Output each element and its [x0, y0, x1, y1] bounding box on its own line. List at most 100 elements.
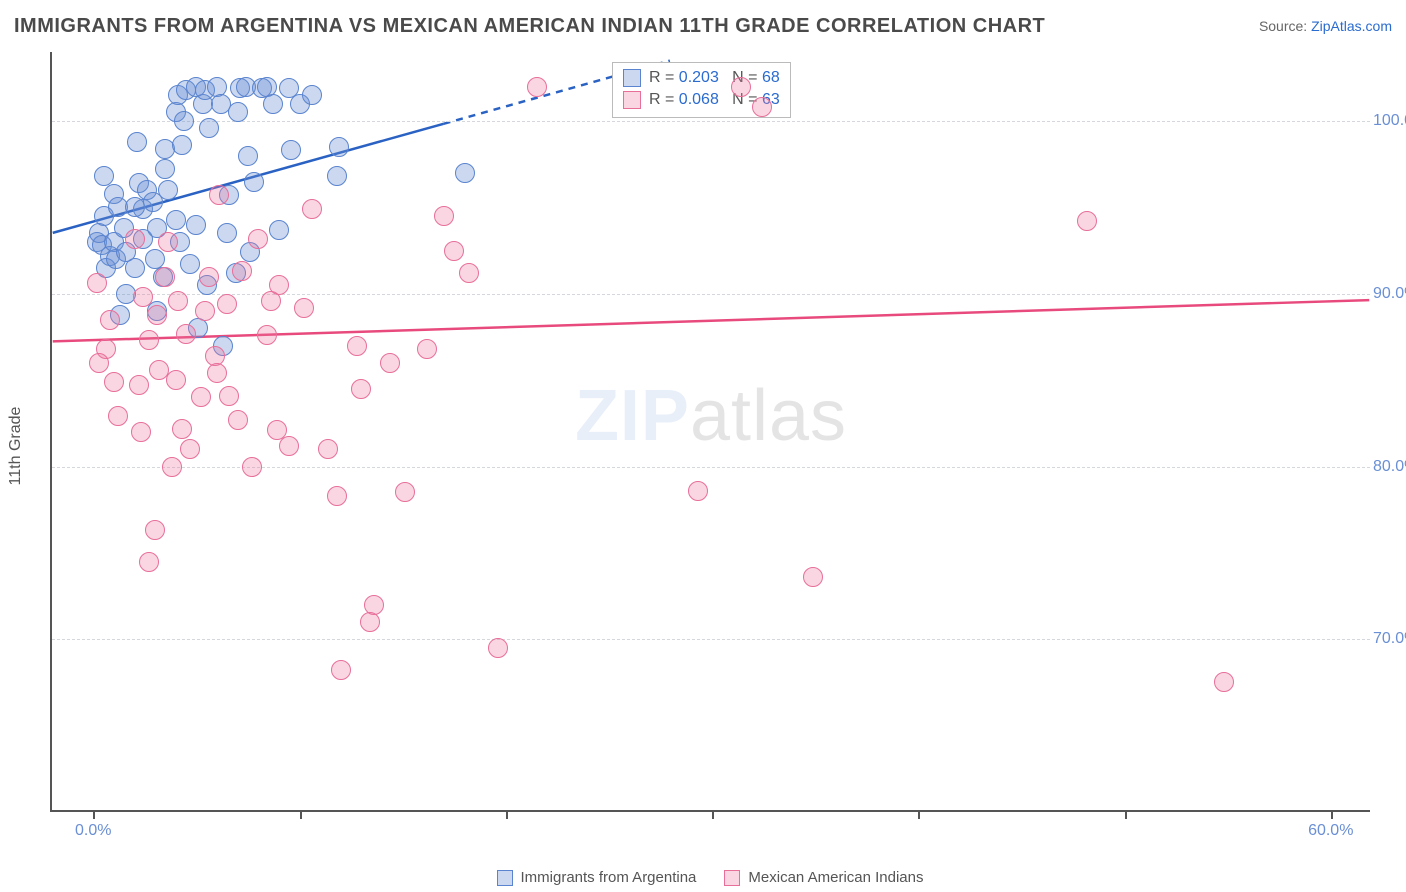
scatter-marker [244, 172, 264, 192]
legend-item: Immigrants from Argentina [497, 869, 697, 886]
scatter-marker [110, 305, 130, 325]
gridline-h [52, 294, 1370, 295]
scatter-marker [351, 379, 371, 399]
scatter-marker [252, 78, 272, 98]
scatter-marker [360, 612, 380, 632]
trend-line [53, 300, 1370, 341]
scatter-marker [331, 660, 351, 680]
legend-swatch [724, 870, 740, 886]
scatter-marker [100, 310, 120, 330]
scatter-marker [100, 246, 120, 266]
scatter-marker [166, 102, 186, 122]
scatter-marker [87, 273, 107, 293]
scatter-marker [125, 229, 145, 249]
y-tick-label: 90.0% [1373, 285, 1406, 303]
scatter-marker [191, 387, 211, 407]
scatter-marker [166, 210, 186, 230]
legend-swatch [623, 91, 641, 109]
scatter-marker [176, 324, 196, 344]
y-axis-label: 11th Grade [7, 407, 25, 486]
scatter-marker [89, 223, 109, 243]
scatter-marker [444, 241, 464, 261]
scatter-marker [145, 249, 165, 269]
chart-title: IMMIGRANTS FROM ARGENTINA VS MEXICAN AME… [14, 15, 1045, 38]
scatter-marker [180, 254, 200, 274]
y-tick-label: 70.0% [1373, 630, 1406, 648]
scatter-marker [329, 137, 349, 157]
scatter-marker [1077, 211, 1097, 231]
scatter-marker [104, 184, 124, 204]
scatter-marker [158, 232, 178, 252]
scatter-marker [92, 235, 112, 255]
scatter-marker [294, 298, 314, 318]
x-tick [93, 810, 95, 819]
scatter-marker [125, 258, 145, 278]
scatter-marker [267, 420, 287, 440]
gridline-h [52, 467, 1370, 468]
scatter-marker [226, 263, 246, 283]
scatter-marker [108, 406, 128, 426]
scatter-marker [96, 258, 116, 278]
scatter-marker [248, 229, 268, 249]
scatter-marker [347, 336, 367, 356]
scatter-marker [257, 77, 277, 97]
scatter-marker [155, 139, 175, 159]
scatter-marker [170, 232, 190, 252]
x-tick [1125, 810, 1127, 819]
scatter-marker [263, 94, 283, 114]
scatter-marker [434, 206, 454, 226]
scatter-marker [302, 199, 322, 219]
scatter-marker [290, 94, 310, 114]
scatter-marker [125, 197, 145, 217]
scatter-marker [459, 263, 479, 283]
trend-lines-svg [52, 52, 1370, 810]
scatter-marker [213, 336, 233, 356]
scatter-marker [147, 301, 167, 321]
scatter-marker [217, 294, 237, 314]
scatter-marker [279, 436, 299, 456]
scatter-marker [488, 638, 508, 658]
source-link[interactable]: ZipAtlas.com [1311, 18, 1392, 34]
scatter-marker [688, 481, 708, 501]
plot-area: ZIPatlas R = 0.203 N = 68R = 0.068 N = 6… [50, 52, 1370, 812]
legend-stat: R = 0.203 N = 68 [649, 69, 780, 87]
y-tick-label: 80.0% [1373, 458, 1406, 476]
scatter-marker [395, 482, 415, 502]
scatter-marker [279, 78, 299, 98]
scatter-marker [207, 77, 227, 97]
scatter-marker [176, 80, 196, 100]
scatter-marker [104, 232, 124, 252]
scatter-marker [209, 185, 229, 205]
scatter-marker [147, 305, 167, 325]
scatter-marker [327, 486, 347, 506]
scatter-marker [455, 163, 475, 183]
gridline-h [52, 639, 1370, 640]
scatter-marker [188, 318, 208, 338]
scatter-marker [195, 80, 215, 100]
scatter-marker [232, 261, 252, 281]
legend-row: R = 0.068 N = 63 [623, 89, 780, 111]
scatter-marker [104, 372, 124, 392]
x-tick [506, 810, 508, 819]
scatter-marker [139, 552, 159, 572]
source-prefix: Source: [1259, 18, 1311, 34]
scatter-marker [166, 370, 186, 390]
scatter-marker [133, 199, 153, 219]
scatter-marker [155, 159, 175, 179]
scatter-marker [108, 197, 128, 217]
source-attribution: Source: ZipAtlas.com [1259, 18, 1392, 34]
scatter-marker [133, 287, 153, 307]
scatter-marker [269, 275, 289, 295]
scatter-marker [116, 242, 136, 262]
x-tick [300, 810, 302, 819]
scatter-marker [219, 386, 239, 406]
scatter-marker [180, 439, 200, 459]
scatter-marker [364, 595, 384, 615]
scatter-marker [417, 339, 437, 359]
scatter-marker [380, 353, 400, 373]
scatter-marker [94, 206, 114, 226]
legend-label: Mexican American Indians [748, 869, 923, 886]
scatter-marker [129, 375, 149, 395]
scatter-marker [207, 363, 227, 383]
legend-correlation-box: R = 0.203 N = 68 R = 0.068 N = 63 [612, 62, 791, 118]
